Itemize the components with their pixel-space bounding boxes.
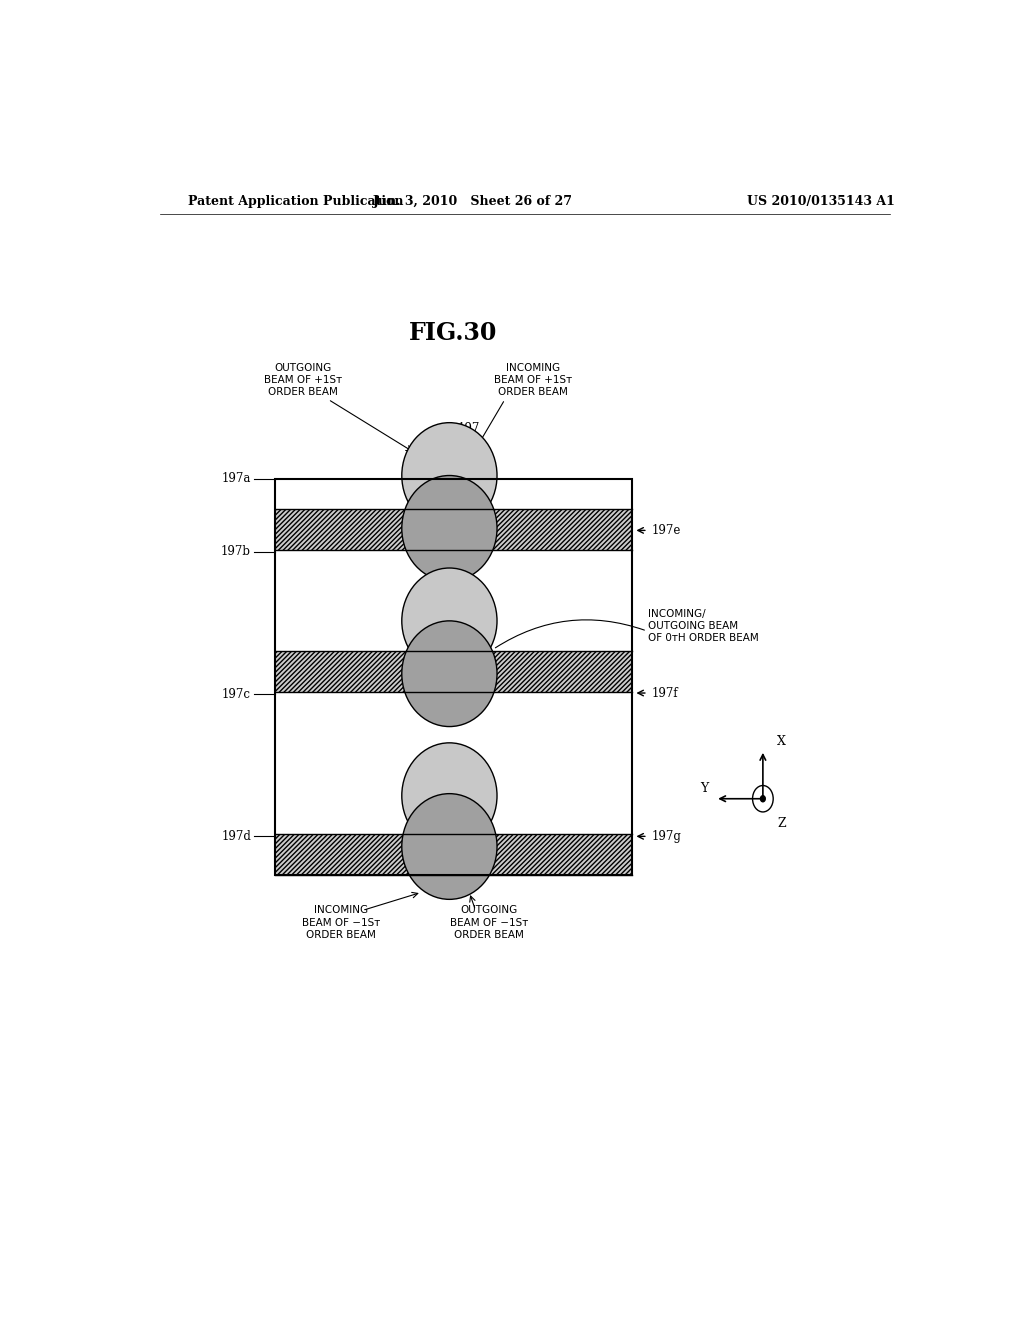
Text: 197: 197: [458, 422, 479, 434]
Text: FIG.30: FIG.30: [410, 321, 498, 346]
Ellipse shape: [401, 568, 497, 673]
Text: INCOMING/
OUTGOING BEAM
OF 0ᴛH ORDER BEAM: INCOMING/ OUTGOING BEAM OF 0ᴛH ORDER BEA…: [648, 609, 759, 643]
Text: Patent Application Publication: Patent Application Publication: [187, 194, 403, 207]
Ellipse shape: [401, 793, 497, 899]
Ellipse shape: [401, 620, 497, 726]
Ellipse shape: [401, 475, 497, 581]
Text: 197c: 197c: [222, 688, 251, 701]
Text: Jun. 3, 2010   Sheet 26 of 27: Jun. 3, 2010 Sheet 26 of 27: [373, 194, 573, 207]
Text: 197g: 197g: [652, 830, 682, 843]
Bar: [274, 834, 632, 875]
Text: OUTGOING
BEAM OF +1Sᴛ
ORDER BEAM: OUTGOING BEAM OF +1Sᴛ ORDER BEAM: [263, 363, 342, 397]
Text: OUTGOING
BEAM OF −1Sᴛ
ORDER BEAM: OUTGOING BEAM OF −1Sᴛ ORDER BEAM: [450, 906, 528, 940]
Ellipse shape: [401, 743, 497, 849]
Text: 197e: 197e: [652, 524, 681, 537]
Bar: [274, 651, 632, 692]
Text: Z: Z: [777, 817, 785, 830]
Text: 197f: 197f: [652, 686, 679, 700]
Circle shape: [761, 796, 765, 801]
Text: X: X: [777, 735, 786, 748]
Text: Y: Y: [700, 781, 709, 795]
Text: INCOMING
BEAM OF +1Sᴛ
ORDER BEAM: INCOMING BEAM OF +1Sᴛ ORDER BEAM: [494, 363, 571, 397]
Bar: [274, 479, 632, 875]
Text: US 2010/0135143 A1: US 2010/0135143 A1: [748, 194, 895, 207]
Bar: [274, 479, 632, 875]
Bar: [274, 510, 632, 549]
Text: INCOMING
BEAM OF −1Sᴛ
ORDER BEAM: INCOMING BEAM OF −1Sᴛ ORDER BEAM: [301, 906, 380, 940]
Ellipse shape: [401, 422, 497, 528]
Text: 197d: 197d: [221, 830, 251, 843]
Text: 197b: 197b: [221, 545, 251, 558]
Text: 197a: 197a: [221, 473, 251, 484]
